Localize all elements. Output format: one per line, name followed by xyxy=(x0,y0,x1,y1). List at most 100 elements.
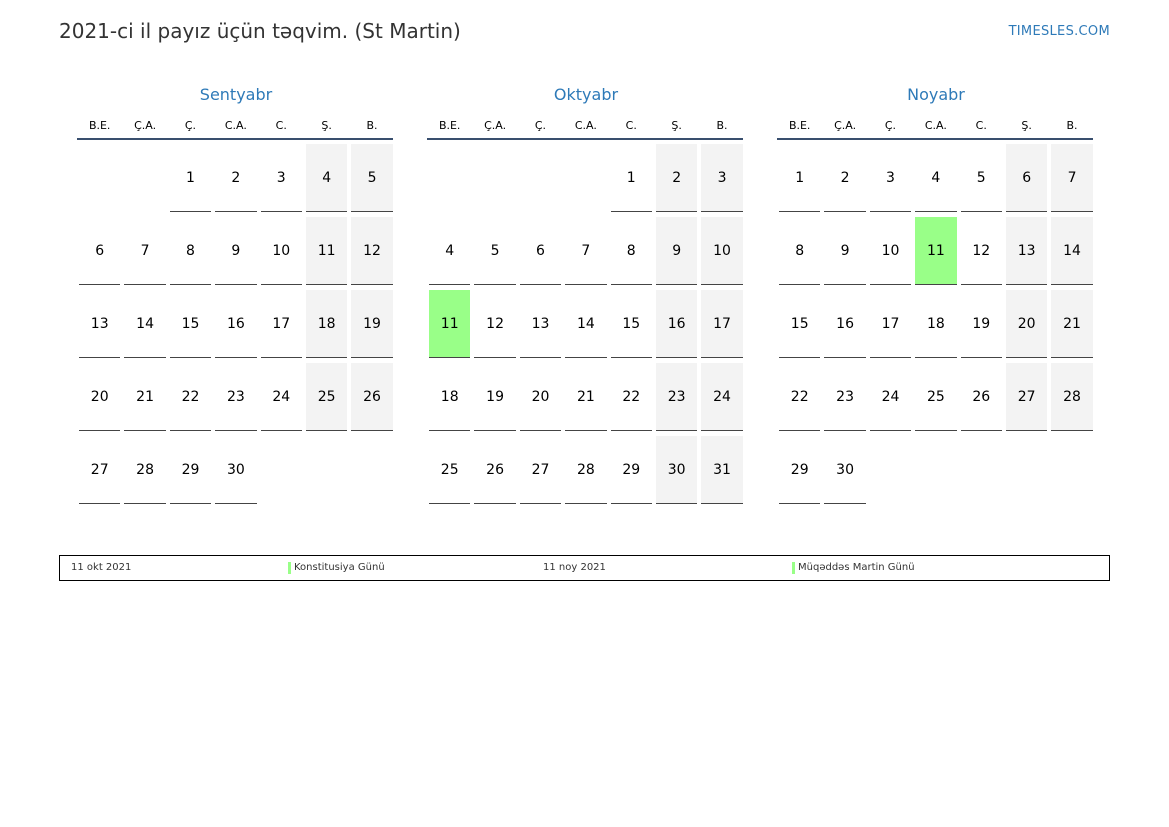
day-cell: 29 xyxy=(779,436,821,504)
day-cell: 20 xyxy=(79,363,121,431)
weekday-header: B.E. Ç.A. Ç. C.A. C. Ş. B. xyxy=(77,114,393,140)
day-cell: 7 xyxy=(124,217,166,285)
holiday-legend: 11 okt 2021 Konstitusiya Günü 11 noy 202… xyxy=(59,555,1110,581)
day-cell: 18 xyxy=(429,363,471,431)
day-cell: 17 xyxy=(701,290,743,358)
day-cell: 8 xyxy=(779,217,821,285)
day-cell: 28 xyxy=(1051,363,1093,431)
day-cell: 24 xyxy=(869,363,912,431)
day-cell: 12 xyxy=(960,217,1002,285)
day-cell: 21 xyxy=(565,363,607,431)
legend-holiday-label: Müqəddəs Martin Günü xyxy=(798,562,915,573)
weeks-grid: 1 2 3 4 5 6 7 8 9 10 11 12 13 14 15 16 17 18 19 20 21 22 23 24 2… xyxy=(79,144,397,509)
day-cell: 1 xyxy=(610,144,652,212)
empty-day-cell xyxy=(1051,436,1092,504)
day-cell: 7 xyxy=(565,217,607,285)
empty-day-cell xyxy=(474,144,515,212)
weekday-label: B.E. xyxy=(88,119,111,132)
weekday-label: Ç.A. xyxy=(484,119,507,132)
day-cell: 15 xyxy=(610,290,652,358)
week-row: 13 14 15 16 17 18 19 xyxy=(77,290,397,363)
day-cell: 2 xyxy=(215,144,257,212)
day-cell: 11 xyxy=(305,217,348,285)
day-cell: 9 xyxy=(824,217,866,285)
month-calendar: Sentyabr B.E. Ç.A. Ç. C.A. C. Ş. B. 1 2 3 4 5 6 7 8 9 10 1… xyxy=(77,84,397,509)
day-cell: 14 xyxy=(1051,217,1093,285)
day-cell: 27 xyxy=(1005,363,1048,431)
empty-day-cell xyxy=(520,144,561,212)
weekday-label: C.A. xyxy=(574,119,597,132)
week-row: 18 19 20 21 22 23 24 xyxy=(427,363,747,436)
empty-day-cell xyxy=(429,144,470,212)
weekday-label: B.E. xyxy=(788,119,811,132)
day-cell: 28 xyxy=(124,436,166,504)
day-cell: 29 xyxy=(169,436,212,504)
day-cell: 9 xyxy=(215,217,257,285)
day-cell: 18 xyxy=(305,290,348,358)
day-cell: 26 xyxy=(351,363,393,431)
day-cell: 22 xyxy=(779,363,821,431)
holiday-day-cell: 11 xyxy=(429,290,471,358)
week-row: 8 9 10 11 12 13 14 xyxy=(777,217,1097,290)
day-cell: 24 xyxy=(260,363,302,431)
holiday-day-cell: 11 xyxy=(915,217,957,285)
day-cell: 25 xyxy=(305,363,348,431)
day-cell: 31 xyxy=(701,436,743,504)
day-cell: 9 xyxy=(655,217,698,285)
day-cell: 3 xyxy=(701,144,743,212)
weekday-label: Ç.A. xyxy=(834,119,857,132)
day-cell: 13 xyxy=(79,290,121,358)
day-cell: 19 xyxy=(351,290,393,358)
day-cell: 10 xyxy=(260,217,302,285)
day-cell: 15 xyxy=(779,290,821,358)
weekday-label: Ş. xyxy=(1021,119,1032,132)
legend-holiday-label: Konstitusiya Günü xyxy=(294,562,385,573)
holiday-color-marker xyxy=(792,562,795,574)
week-row: 29 30 xyxy=(777,436,1097,509)
day-cell: 25 xyxy=(429,436,471,504)
day-cell: 23 xyxy=(655,363,698,431)
week-row: 6 7 8 9 10 11 12 xyxy=(77,217,397,290)
day-cell: 1 xyxy=(169,144,212,212)
day-cell: 14 xyxy=(124,290,166,358)
day-cell: 4 xyxy=(305,144,348,212)
day-cell: 4 xyxy=(429,217,471,285)
day-cell: 6 xyxy=(79,217,121,285)
day-cell: 6 xyxy=(519,217,562,285)
day-cell: 16 xyxy=(824,290,866,358)
day-cell: 12 xyxy=(474,290,516,358)
week-row: 4 5 6 7 8 9 10 xyxy=(427,217,747,290)
legend-holiday-name: Konstitusiya Günü xyxy=(288,556,385,580)
day-cell: 5 xyxy=(474,217,516,285)
empty-day-cell xyxy=(870,436,911,504)
weekday-label: C.A. xyxy=(224,119,247,132)
empty-day-cell xyxy=(961,436,1002,504)
day-cell: 20 xyxy=(1005,290,1048,358)
day-cell: 30 xyxy=(655,436,698,504)
page-title: 2021-ci il payız üçün təqvim. (St Martin… xyxy=(59,19,461,43)
day-cell: 25 xyxy=(915,363,957,431)
legend-date: 11 noy 2021 xyxy=(543,562,606,573)
day-cell: 1 xyxy=(779,144,821,212)
day-cell: 3 xyxy=(869,144,912,212)
day-cell: 14 xyxy=(565,290,607,358)
day-cell: 3 xyxy=(260,144,302,212)
weeks-grid: 1 2 3 4 5 6 7 8 9 10 11 12 13 14 15 16 17 18 19 20 21 22 23 24 2… xyxy=(779,144,1097,509)
day-cell: 10 xyxy=(701,217,743,285)
day-cell: 26 xyxy=(474,436,516,504)
empty-day-cell xyxy=(79,144,120,212)
site-link[interactable]: TIMESLES.COM xyxy=(1008,24,1110,39)
day-cell: 5 xyxy=(960,144,1002,212)
day-cell: 6 xyxy=(1005,144,1048,212)
day-cell: 21 xyxy=(1051,290,1093,358)
week-row: 27 28 29 30 xyxy=(77,436,397,509)
day-cell: 7 xyxy=(1051,144,1093,212)
day-cell: 8 xyxy=(610,217,652,285)
day-cell: 5 xyxy=(351,144,393,212)
legend-holiday-name: Müqəddəs Martin Günü xyxy=(792,556,915,580)
month-calendar: Noyabr B.E. Ç.A. Ç. C.A. C. Ş. B. 1 2 3 4 5 6 7 8 9 10 11 1… xyxy=(777,84,1097,509)
empty-day-cell xyxy=(306,436,347,504)
